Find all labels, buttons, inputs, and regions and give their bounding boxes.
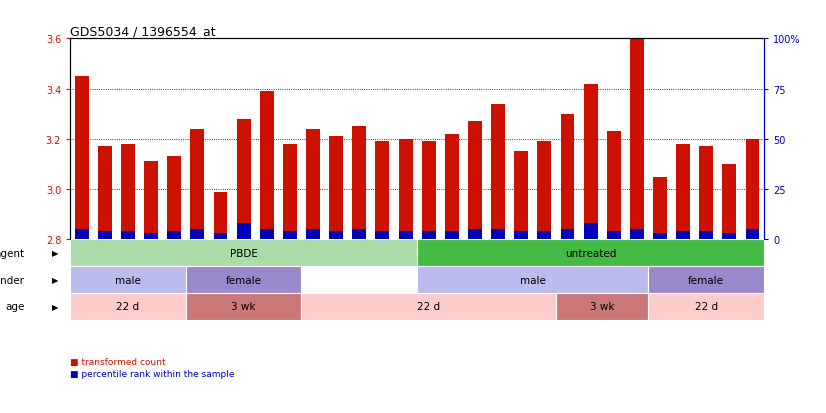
Bar [676, 145, 690, 240]
Bar [399, 232, 412, 240]
Bar [237, 224, 250, 240]
Text: female: female [688, 275, 724, 285]
Text: 22 d: 22 d [695, 302, 718, 312]
Bar [630, 19, 643, 240]
Bar [376, 142, 389, 240]
Text: GDS5034 / 1396554_at: GDS5034 / 1396554_at [70, 25, 216, 38]
Bar [561, 230, 574, 240]
Bar [145, 162, 158, 240]
Bar [417, 240, 764, 266]
Bar [306, 230, 320, 240]
Bar [301, 293, 556, 320]
Bar [98, 147, 112, 240]
Bar [70, 266, 186, 293]
Bar [330, 232, 343, 240]
Bar [491, 104, 505, 240]
Bar [422, 142, 435, 240]
Bar [584, 224, 597, 240]
Bar [260, 92, 273, 240]
Bar [676, 232, 690, 240]
Bar [306, 130, 320, 240]
Bar [353, 230, 366, 240]
Bar [353, 127, 366, 240]
Bar [186, 266, 301, 293]
Bar [399, 140, 412, 240]
Bar [468, 122, 482, 240]
Text: 22 d: 22 d [116, 302, 140, 312]
Bar [214, 192, 227, 240]
Bar [191, 130, 204, 240]
Bar [584, 84, 597, 240]
Bar [145, 234, 158, 240]
Bar [445, 135, 458, 240]
Bar [330, 137, 343, 240]
Text: 3 wk: 3 wk [590, 302, 615, 312]
Bar [515, 232, 528, 240]
Bar [648, 293, 764, 320]
Bar [214, 234, 227, 240]
Bar [653, 234, 667, 240]
Bar [121, 145, 135, 240]
Text: untreated: untreated [565, 248, 616, 258]
Bar [515, 152, 528, 240]
Bar [168, 157, 181, 240]
Text: ▶: ▶ [52, 302, 59, 311]
Bar [445, 232, 458, 240]
Bar [723, 165, 736, 240]
Bar [607, 232, 620, 240]
Bar [121, 232, 135, 240]
Text: PBDE: PBDE [230, 248, 258, 258]
Bar [538, 142, 551, 240]
Text: ■ percentile rank within the sample: ■ percentile rank within the sample [70, 369, 235, 378]
Bar [653, 177, 667, 240]
Bar [98, 232, 112, 240]
Bar [191, 230, 204, 240]
Bar [561, 114, 574, 240]
Text: ▶: ▶ [52, 275, 59, 285]
Bar [260, 230, 273, 240]
Bar [700, 147, 713, 240]
Bar [283, 145, 297, 240]
Bar [556, 293, 648, 320]
Bar [468, 230, 482, 240]
Bar [376, 232, 389, 240]
Bar [75, 77, 88, 240]
Bar [538, 232, 551, 240]
Bar [168, 232, 181, 240]
Text: 3 wk: 3 wk [231, 302, 256, 312]
Bar [630, 230, 643, 240]
Text: ■ transformed count: ■ transformed count [70, 357, 166, 366]
Bar [70, 293, 186, 320]
Bar [700, 232, 713, 240]
Bar [723, 234, 736, 240]
Bar [746, 230, 759, 240]
Bar [648, 266, 764, 293]
Bar [417, 266, 648, 293]
Bar [607, 132, 620, 240]
Text: male: male [520, 275, 546, 285]
Bar [70, 240, 417, 266]
Text: age: age [6, 302, 25, 312]
Bar [186, 293, 301, 320]
Text: 22 d: 22 d [417, 302, 440, 312]
Bar [491, 230, 505, 240]
Text: gender: gender [0, 275, 25, 285]
Bar [283, 232, 297, 240]
Text: female: female [225, 275, 262, 285]
Text: agent: agent [0, 248, 25, 258]
Bar [422, 232, 435, 240]
Bar [237, 119, 250, 240]
Bar [746, 140, 759, 240]
Text: male: male [115, 275, 141, 285]
Text: ▶: ▶ [52, 249, 59, 258]
Bar [75, 230, 88, 240]
